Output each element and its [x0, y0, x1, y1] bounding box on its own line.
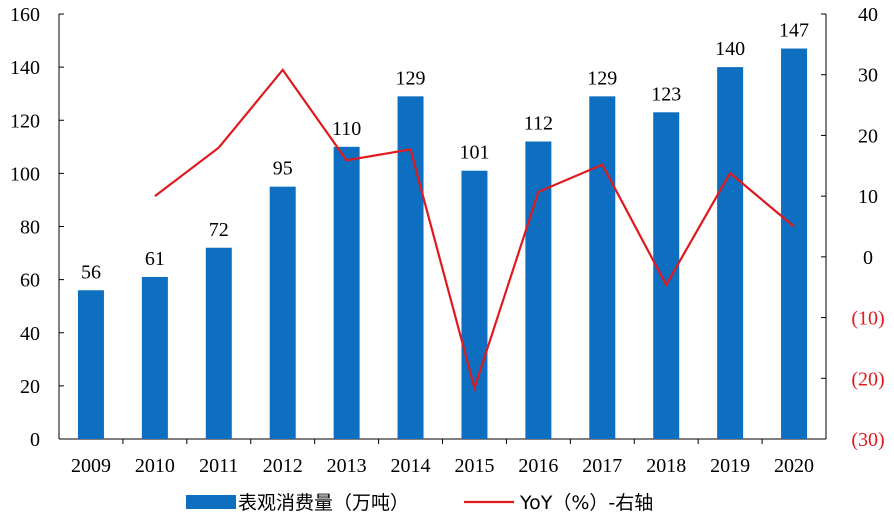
left-tick-label: 80 — [20, 217, 40, 239]
left-tick-label: 140 — [10, 57, 40, 79]
legend-bar-swatch — [186, 495, 236, 509]
right-tick-label: 20 — [858, 125, 878, 147]
yoy-line — [154, 68, 795, 392]
x-tick-label: 2013 — [327, 455, 367, 477]
x-tick-label: 2019 — [710, 455, 750, 477]
bar — [653, 112, 680, 439]
left-tick-label: 160 — [10, 4, 40, 26]
bar — [781, 48, 808, 439]
bar-data-label: 147 — [779, 20, 809, 42]
right-tick-label: 40 — [858, 4, 878, 26]
bar — [525, 141, 552, 439]
legend-bar-label: 表观消费量（万吨） — [238, 492, 409, 514]
x-tick-label: 2012 — [263, 455, 303, 477]
bar-data-label: 72 — [209, 219, 229, 241]
axes-layer: 0 20 40 60 80 100 120 140 160 (30) (20) (10) 0 10 20 30… — [10, 4, 885, 477]
legend-line-label: YoY（%）-右轴 — [519, 492, 653, 514]
left-tick-label: 0 — [30, 429, 40, 451]
x-tick-label: 2018 — [646, 455, 686, 477]
bar-data-label: 140 — [715, 38, 745, 60]
left-tick-label: 120 — [10, 110, 40, 132]
x-tick-label: 2014 — [391, 455, 431, 477]
x-tick-label: 2010 — [135, 455, 175, 477]
right-tick-label: 10 — [858, 186, 878, 208]
x-tick-label: 2016 — [518, 455, 558, 477]
bar-data-label: 110 — [332, 118, 361, 140]
bars-layer — [77, 48, 808, 439]
bar-data-label: 61 — [145, 248, 165, 270]
bar — [77, 290, 104, 439]
bar — [141, 276, 168, 439]
right-tick-label: 30 — [858, 65, 878, 87]
bar — [269, 186, 296, 439]
bar — [717, 67, 744, 439]
x-tick-label: 2020 — [774, 455, 814, 477]
bar-data-label: 129 — [396, 67, 426, 89]
x-tick-label: 2015 — [454, 455, 494, 477]
left-tick-label: 20 — [20, 376, 40, 398]
bar — [461, 170, 488, 439]
left-tick-label: 40 — [20, 323, 40, 345]
x-tick-label: 2011 — [199, 455, 238, 477]
bar-data-label: 129 — [587, 67, 617, 89]
bar-data-label: 95 — [273, 158, 293, 180]
bar — [589, 96, 616, 439]
x-tick-label: 2009 — [71, 455, 111, 477]
right-tick-label: 0 — [863, 247, 873, 269]
left-tick-label: 60 — [20, 270, 40, 292]
line-layer — [154, 68, 795, 392]
bar-data-label: 56 — [81, 261, 101, 283]
right-tick-label: (10) — [851, 308, 884, 330]
bar — [205, 247, 232, 439]
bar-data-label: 101 — [459, 142, 489, 164]
bar-data-label: 123 — [651, 83, 681, 105]
labels-layer: 56 61 72 95 110 129 101 112 129 123 140 147 — [81, 20, 809, 284]
bar-data-label: 112 — [524, 113, 553, 135]
bar — [397, 96, 424, 439]
legend: 表观消费量（万吨） YoY（%）-右轴 — [186, 492, 653, 514]
bar — [333, 146, 360, 439]
left-tick-label: 100 — [10, 163, 40, 185]
right-tick-label: (20) — [851, 368, 884, 390]
x-tick-label: 2017 — [582, 455, 622, 477]
right-tick-label: (30) — [851, 429, 884, 451]
